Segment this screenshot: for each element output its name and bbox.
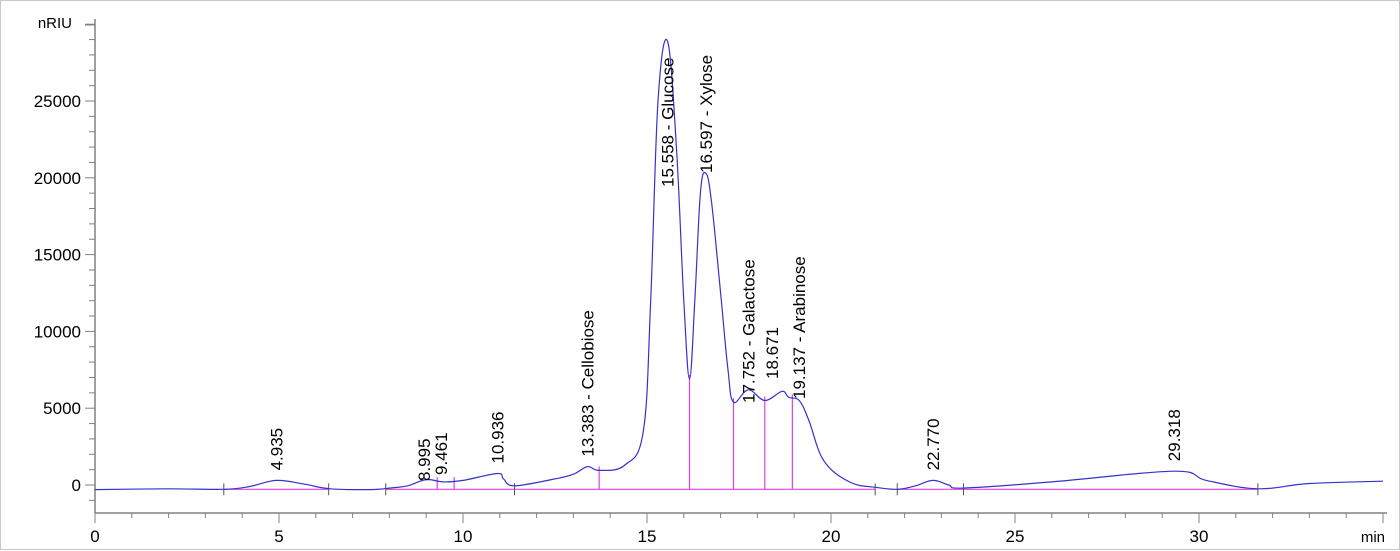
- peak-label: 16.597 - Xylose: [697, 55, 716, 173]
- y-tick-label: 25000: [34, 92, 81, 111]
- peak-label: 9.461: [432, 432, 451, 475]
- peak-label: 22.770: [924, 418, 943, 470]
- x-tick-label: 0: [90, 527, 99, 546]
- peak-label: 4.935: [268, 428, 287, 471]
- x-tick-label: 20: [822, 527, 841, 546]
- x-tick-label: 25: [1006, 527, 1025, 546]
- x-tick-label: 15: [638, 527, 657, 546]
- x-axis-unit-label: min: [1361, 529, 1385, 546]
- x-tick-label: 10: [454, 527, 473, 546]
- peak-label: 19.137 - Arabinose: [790, 256, 809, 399]
- signal-trace: [94, 38, 1384, 491]
- peak-label: 29.318: [1165, 409, 1184, 461]
- y-tick-label: 15000: [34, 246, 81, 265]
- y-tick-label: 5000: [43, 399, 81, 418]
- peak-label: 15.558 - Glucose: [659, 58, 678, 187]
- peak-label: 17.752 - Galactose: [739, 259, 758, 403]
- peak-label: 18.671: [763, 327, 782, 379]
- y-tick-label: 0: [72, 476, 81, 495]
- peak-drop-lines: [436, 375, 793, 490]
- y-axis-unit-label: nRIU: [38, 15, 72, 32]
- peak-label: 13.383 - Cellobiose: [579, 310, 598, 456]
- x-tick-label: 30: [1190, 527, 1209, 546]
- y-tick-label: 10000: [34, 322, 81, 341]
- axes: 0 5000 10000 15000 20000 25000 0 5 10 15 20 25 30: [34, 19, 1387, 546]
- x-tick-label: 5: [274, 527, 283, 546]
- peak-label: 8.995: [415, 438, 434, 481]
- y-tick-label: 20000: [34, 169, 81, 188]
- peak-label: 10.936: [488, 412, 507, 464]
